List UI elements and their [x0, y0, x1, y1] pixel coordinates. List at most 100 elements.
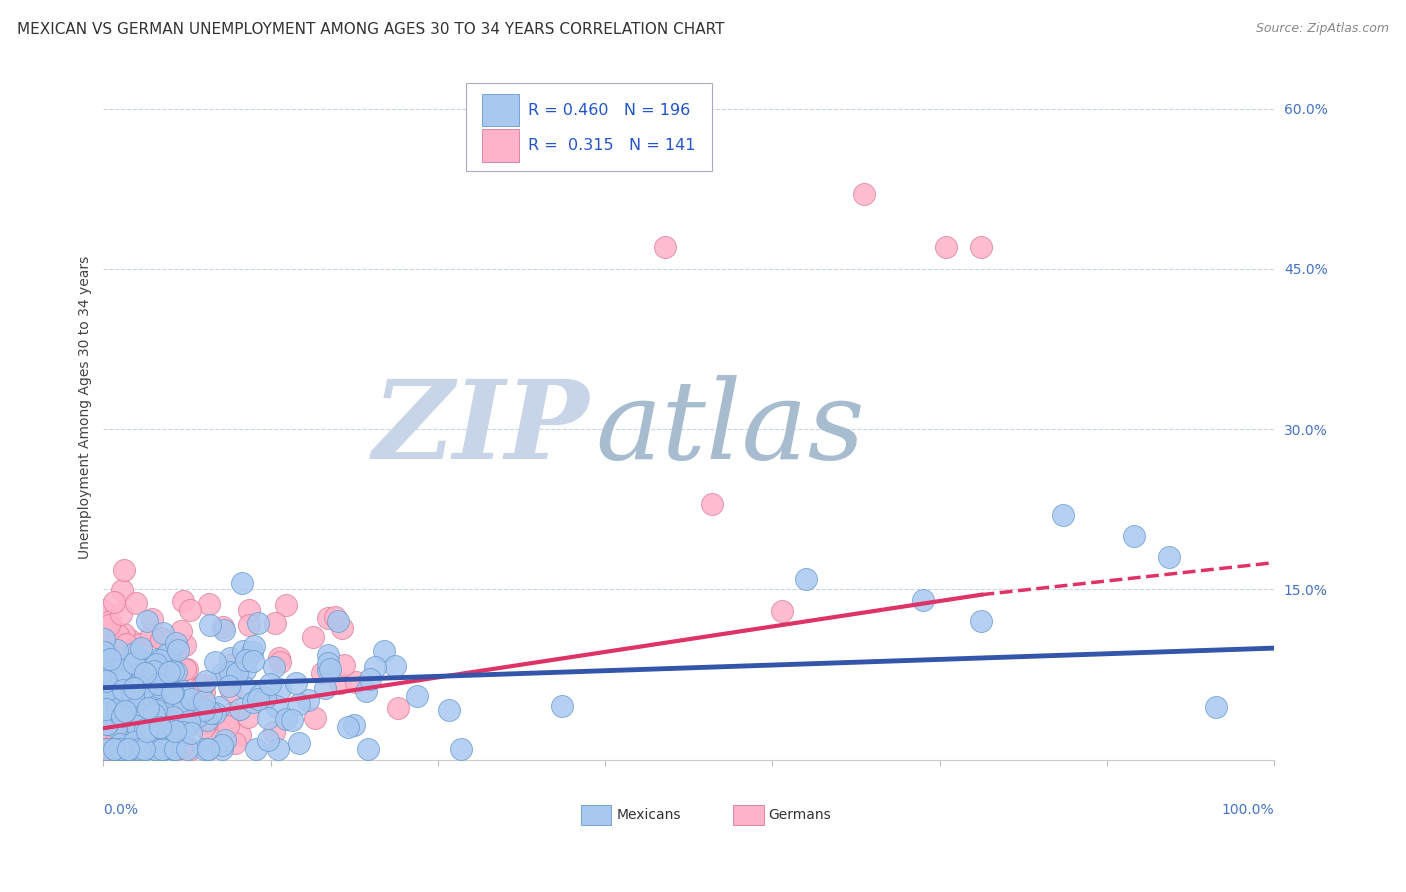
Point: [226, 666, 249, 681]
Point: [301, 630, 323, 644]
Point: [100, 695, 122, 709]
Point: [97, 684, 120, 698]
Point: [146, 694, 169, 708]
Point: [197, 716, 219, 731]
Point: [150, 632, 173, 646]
Point: [259, 677, 281, 691]
Point: [276, 598, 298, 612]
Point: [152, 675, 174, 690]
Point: [193, 741, 215, 756]
Text: R =  0.315   N = 141: R = 0.315 N = 141: [529, 138, 696, 153]
Point: [98, 654, 121, 668]
Point: [157, 706, 180, 721]
Point: [157, 665, 180, 679]
Point: [139, 628, 162, 642]
Point: [134, 730, 156, 744]
Point: [269, 655, 291, 669]
FancyBboxPatch shape: [481, 94, 519, 127]
Point: [257, 733, 280, 747]
Point: [111, 737, 134, 751]
Point: [197, 741, 219, 756]
Point: [112, 706, 135, 721]
Point: [111, 741, 134, 756]
Point: [105, 720, 128, 734]
Point: [93, 645, 115, 659]
Point: [104, 741, 127, 756]
Point: [332, 657, 354, 672]
Point: [316, 656, 339, 670]
Point: [148, 721, 170, 735]
Point: [97, 676, 120, 690]
Point: [112, 727, 135, 741]
Point: [122, 692, 145, 706]
Point: [96, 702, 118, 716]
Point: [359, 672, 381, 686]
Point: [170, 624, 193, 638]
Point: [110, 637, 132, 651]
Point: [281, 714, 304, 728]
Point: [162, 686, 184, 700]
Point: [148, 681, 170, 695]
Point: [122, 689, 145, 703]
Point: [134, 722, 156, 736]
Point: [200, 706, 222, 720]
Point: [121, 708, 143, 723]
Point: [264, 698, 287, 713]
Point: [221, 684, 243, 698]
Point: [150, 718, 173, 732]
Point: [115, 706, 138, 721]
Point: [120, 691, 142, 706]
Point: [373, 644, 395, 658]
Point: [170, 741, 193, 756]
Point: [136, 678, 159, 692]
Point: [103, 710, 125, 724]
Text: Germans: Germans: [768, 807, 831, 822]
Point: [195, 716, 218, 731]
Point: [157, 647, 180, 661]
Point: [179, 603, 201, 617]
Point: [117, 673, 139, 687]
Point: [112, 671, 135, 685]
Point: [110, 738, 132, 752]
Point: [135, 614, 157, 628]
Point: [190, 699, 212, 714]
Point: [406, 689, 429, 703]
Point: [112, 626, 135, 640]
Point: [105, 701, 128, 715]
Point: [150, 741, 173, 756]
Point: [187, 709, 209, 723]
Point: [180, 741, 202, 756]
Point: [108, 706, 131, 721]
Point: [142, 684, 165, 698]
Point: [110, 678, 132, 692]
Point: [153, 741, 176, 756]
Point: [243, 639, 266, 653]
Point: [118, 741, 141, 756]
Point: [242, 695, 264, 709]
Point: [94, 673, 117, 688]
Point: [98, 686, 121, 700]
Text: Mexicans: Mexicans: [616, 807, 681, 822]
Point: [219, 665, 242, 679]
Point: [145, 657, 167, 672]
Point: [149, 741, 172, 756]
Point: [127, 721, 149, 735]
Point: [330, 621, 353, 635]
Point: [98, 706, 121, 721]
Point: [143, 664, 166, 678]
Point: [101, 677, 124, 691]
Text: atlas: atlas: [595, 376, 865, 483]
Point: [132, 668, 155, 682]
Point: [112, 564, 135, 578]
Point: [193, 684, 215, 698]
Point: [853, 187, 876, 202]
Point: [135, 723, 157, 738]
Point: [115, 675, 138, 690]
Point: [97, 698, 120, 713]
Point: [314, 681, 336, 695]
Point: [98, 662, 121, 676]
Point: [297, 693, 319, 707]
Point: [134, 741, 156, 756]
Point: [212, 623, 235, 637]
Point: [136, 701, 159, 715]
